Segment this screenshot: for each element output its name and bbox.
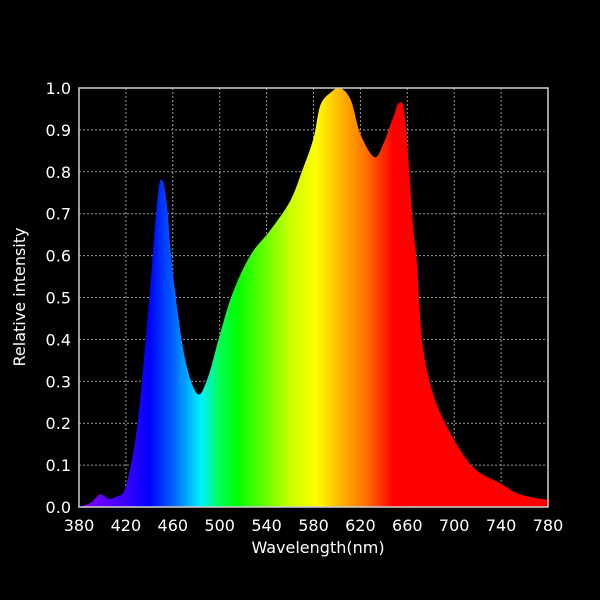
x-tick-label: 380: [64, 516, 95, 535]
x-tick-label: 660: [392, 516, 423, 535]
x-tick-label: 740: [486, 516, 517, 535]
x-tick-labels: 380 420 460 500 540 580 620 660 700 740 780: [64, 516, 564, 535]
y-tick-label: 0.4: [46, 330, 71, 349]
y-tick-label: 0.0: [46, 498, 71, 517]
y-tick-label: 0.3: [46, 372, 71, 391]
x-tick-label: 460: [158, 516, 189, 535]
y-tick-label: 0.2: [46, 414, 71, 433]
x-tick-label: 580: [298, 516, 329, 535]
x-axis-label: Wavelength(nm): [251, 538, 384, 557]
y-tick-labels: 0.0 0.1 0.2 0.3 0.4 0.5 0.6 0.7 0.8 0.9 1.0: [46, 79, 71, 517]
x-tick-label: 700: [439, 516, 470, 535]
x-tick-label: 780: [533, 516, 564, 535]
y-tick-label: 0.9: [46, 121, 71, 140]
x-tick-label: 540: [251, 516, 282, 535]
y-tick-label: 0.1: [46, 456, 71, 475]
y-axis-label: Relative intensity: [10, 228, 29, 367]
x-tick-label: 420: [111, 516, 142, 535]
y-tick-label: 0.8: [46, 163, 71, 182]
plot-border: [78, 87, 549, 508]
x-tick-label: 620: [345, 516, 376, 535]
y-tick-label: 0.6: [46, 247, 71, 266]
y-tick-label: 1.0: [46, 79, 71, 98]
x-tick-label: 500: [204, 516, 235, 535]
spectrum-area: [79, 87, 550, 507]
y-tick-label: 0.5: [46, 289, 71, 308]
y-tick-label: 0.7: [46, 205, 71, 224]
